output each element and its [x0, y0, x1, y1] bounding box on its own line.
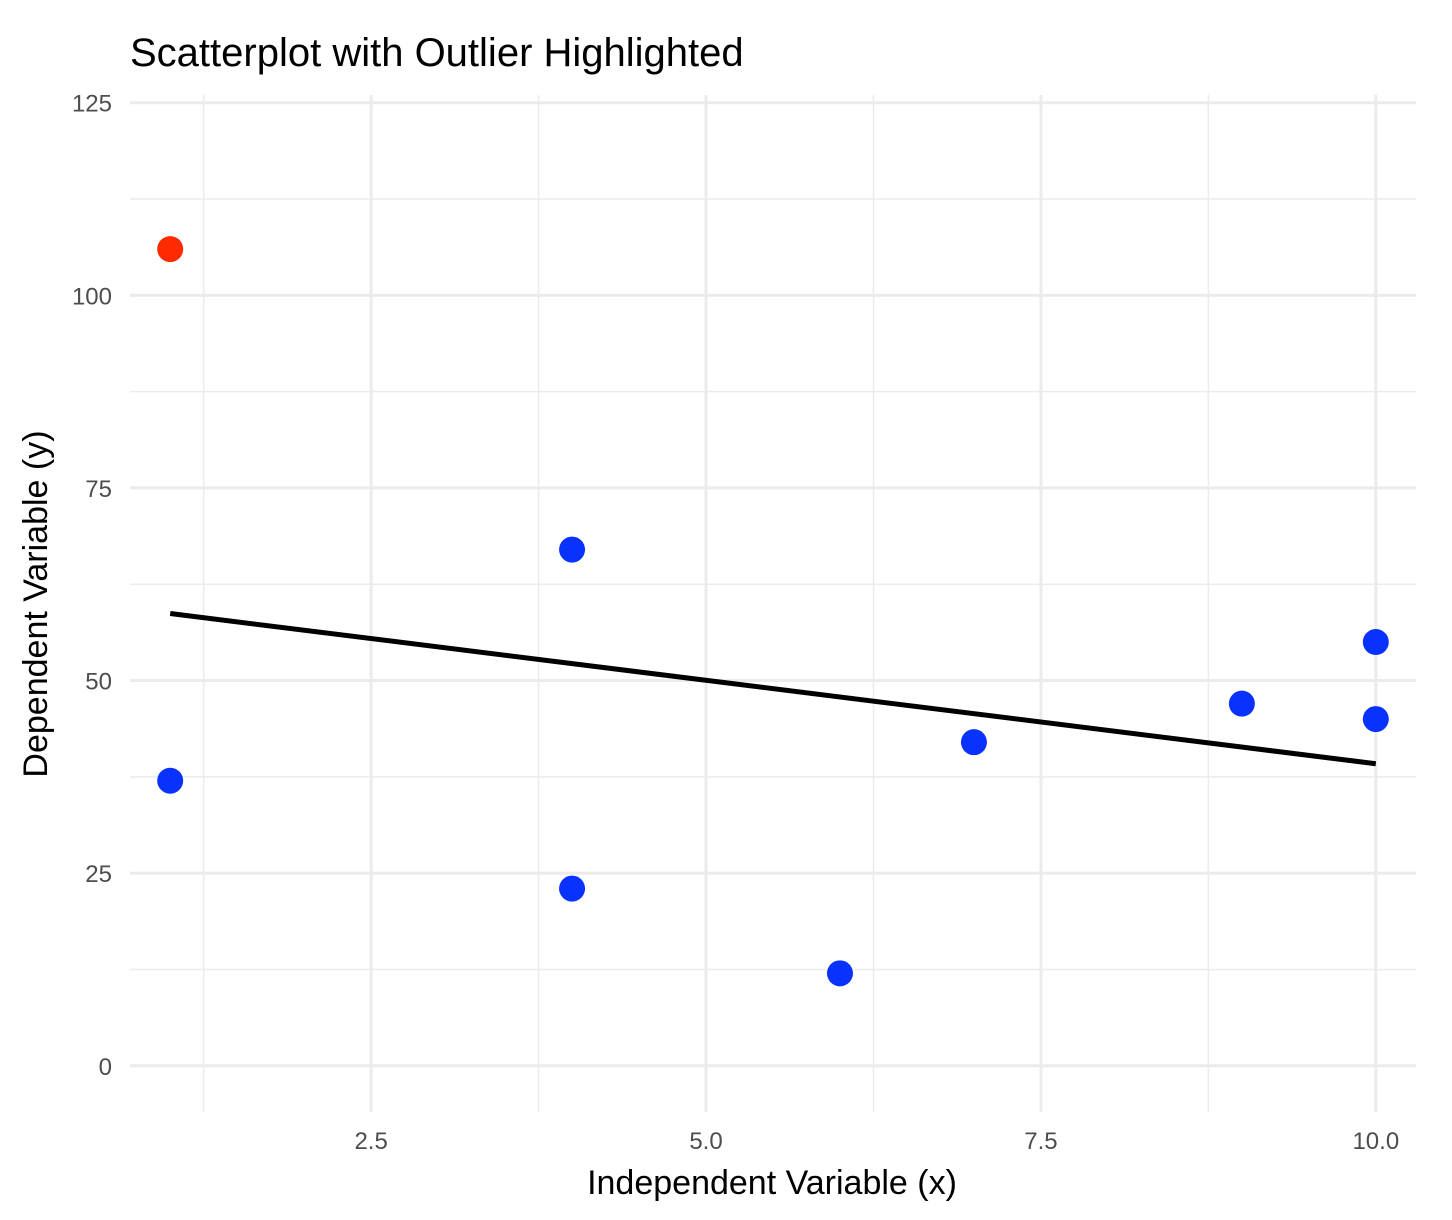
y-tick-label: 50 [85, 669, 112, 696]
y-tick-label: 125 [72, 91, 112, 118]
y-tick-label: 75 [85, 476, 112, 503]
data-point [826, 960, 853, 987]
data-point [559, 875, 586, 902]
x-tick-labels: 2.5 5.0 7.5 10.0 [354, 1128, 1399, 1155]
data-point [1228, 690, 1255, 717]
x-tick-label: 10.0 [1352, 1128, 1399, 1155]
y-tick-label: 0 [99, 1054, 112, 1081]
regression-line [169, 611, 1377, 767]
data-point [1362, 629, 1389, 656]
x-tick-label: 2.5 [354, 1128, 387, 1155]
x-tick-label: 7.5 [1024, 1128, 1057, 1155]
major-gridlines [130, 95, 1416, 1112]
regression-line-group [169, 611, 1377, 767]
y-tick-labels: 0 25 50 75 100 125 [72, 91, 112, 1081]
minor-gridlines [130, 95, 1416, 1112]
data-point [559, 536, 586, 563]
x-tick-label: 5.0 [689, 1128, 722, 1155]
outlier-point [157, 236, 184, 263]
data-points [157, 236, 1389, 987]
chart-title: Scatterplot with Outlier Highlighted [130, 31, 744, 75]
y-axis-title: Dependent Variable (y) [17, 430, 55, 777]
data-point [1362, 706, 1389, 733]
x-axis-title: Independent Variable (x) [587, 1164, 957, 1202]
y-tick-label: 100 [72, 283, 112, 310]
y-tick-label: 25 [85, 861, 112, 888]
data-point [157, 767, 184, 794]
data-point [960, 729, 987, 756]
